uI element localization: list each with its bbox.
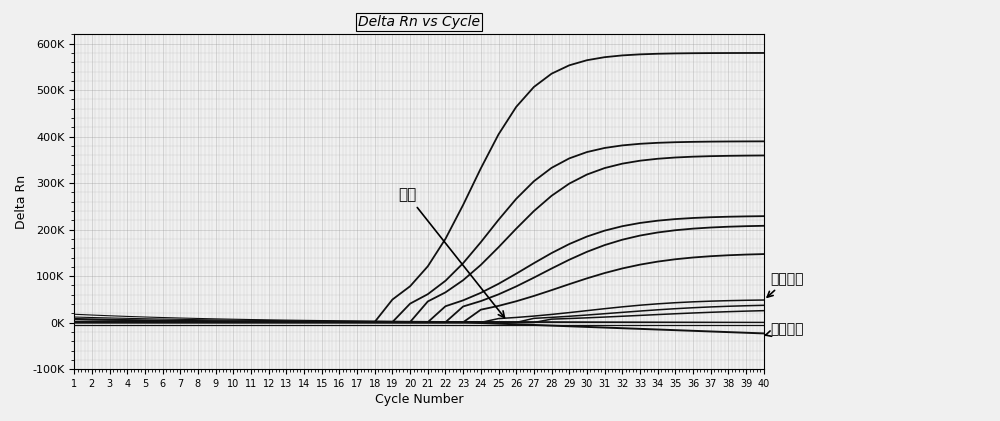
Text: 阳性对照: 阳性对照 xyxy=(767,272,804,297)
Text: 样品: 样品 xyxy=(398,187,504,317)
Text: 阴性对照: 阴性对照 xyxy=(765,322,804,336)
Y-axis label: Delta Rn: Delta Rn xyxy=(15,175,28,229)
X-axis label: Cycle Number: Cycle Number xyxy=(375,393,463,406)
Title: Delta Rn vs Cycle: Delta Rn vs Cycle xyxy=(358,15,480,29)
